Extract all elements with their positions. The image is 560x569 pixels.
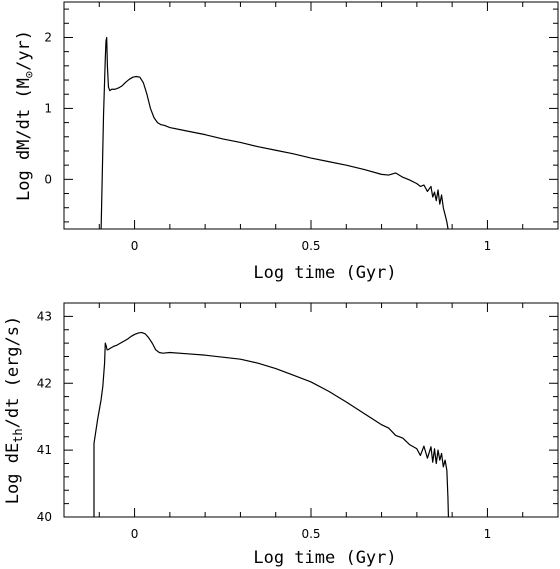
y-axis-label: Log dEth/dt (erg/s): [3, 316, 25, 504]
x-tick-label: 1: [484, 239, 492, 253]
y-axis-label-prefix: Log dE: [3, 443, 23, 504]
y-axis-label-suffix: /dt (erg/s): [3, 316, 23, 429]
panel-thermal-energy-rate: 0 0.5 1 40 41 42 43 Log time (Gyr) Log dEth/dt (…: [3, 302, 559, 568]
x-tick-label: 0: [131, 527, 139, 541]
x-tick-label: 0.5: [301, 527, 320, 541]
plot-frame: [63, 302, 559, 518]
panel-mass-rate: 0 0.5 1 0 1 2 Log time (Gyr) Log dM/dt (M⊙/yr): [14, 1, 559, 283]
x-tick-label: 1: [484, 527, 492, 541]
y-tick-label: 2: [44, 30, 52, 44]
y-tick-label: 0: [44, 172, 52, 186]
y-axis-label-subscript: th: [11, 428, 25, 442]
y-tick-label: 42: [37, 376, 52, 390]
series-line: [100, 36, 449, 229]
series-line: [93, 331, 450, 517]
y-axis-label: Log dM/dt (M⊙/yr): [14, 30, 36, 201]
y-axis-label-suffix: /yr): [14, 30, 34, 71]
y-axis-label-prefix: Log dM/dt (M: [14, 78, 34, 201]
y-tick-label: 43: [37, 309, 52, 323]
y-tick-label: 1: [44, 101, 52, 115]
x-axis-label: Log time (Gyr): [253, 548, 396, 568]
x-axis-label: Log time (Gyr): [253, 263, 396, 283]
x-tick-label: 0: [131, 239, 139, 253]
y-tick-label: 40: [37, 510, 52, 524]
y-tick-label: 41: [37, 443, 52, 457]
plot-frame: [63, 1, 559, 230]
x-tick-label: 0.5: [301, 239, 320, 253]
y-axis-label-subscript: ⊙: [22, 71, 36, 78]
